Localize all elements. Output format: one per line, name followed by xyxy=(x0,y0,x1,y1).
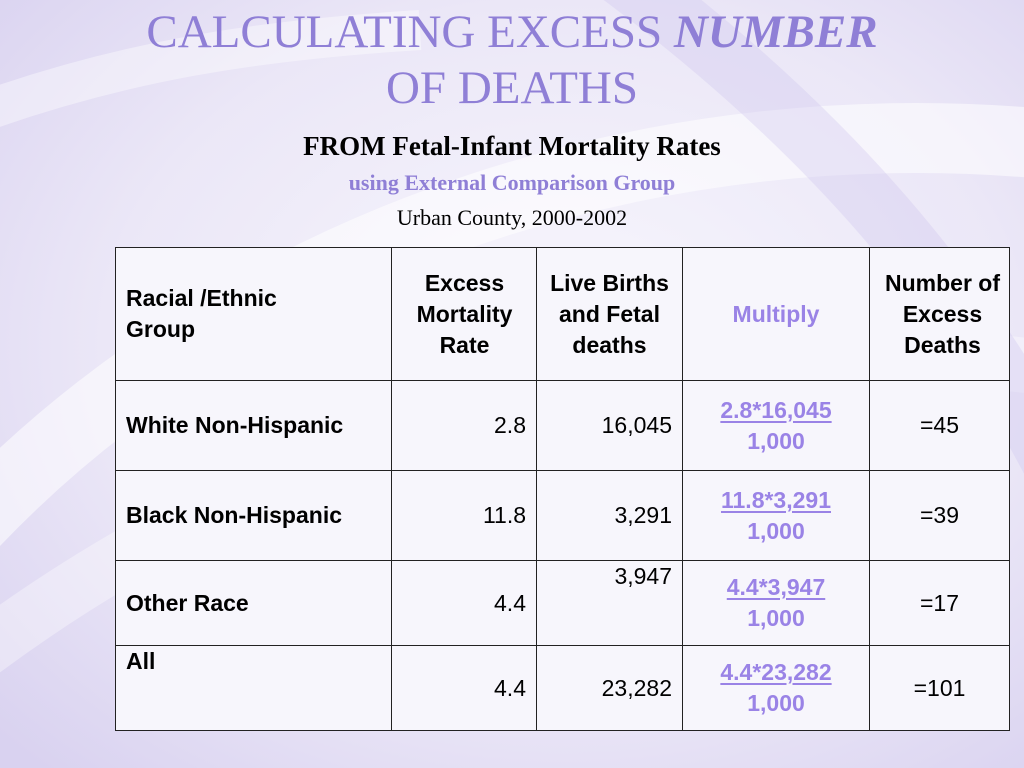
header-births-label: Live Births and Fetal deaths xyxy=(550,269,669,358)
header-group: Racial /Ethnic Group xyxy=(115,247,392,381)
table-row: White Non-Hispanic 2.8 16,045 2.8*16,045… xyxy=(115,380,1010,471)
row-excess-cell: =39 xyxy=(869,470,1010,561)
row-births-cell: 3,947 xyxy=(536,560,683,646)
row-group-cell: Black Non-Hispanic xyxy=(115,470,392,561)
table-header-row: Racial /Ethnic Group Excess Mortality Ra… xyxy=(115,247,1010,381)
header-multiply-label: Multiply xyxy=(732,300,820,327)
row-multiply-cell: 4.4*3,947 1,000 xyxy=(682,560,870,646)
header-number-label: Number of Excess Deaths xyxy=(885,269,1000,358)
formula-denominator: 1,000 xyxy=(747,690,805,716)
row-group-cell: All xyxy=(115,645,392,731)
formula-numerator: 4.4*3,947 xyxy=(726,574,826,600)
formula-denominator: 1,000 xyxy=(747,427,805,454)
row-births-cell: 23,282 xyxy=(536,645,683,731)
formula-numerator: 4.4*23,282 xyxy=(720,659,832,685)
slide-subtitle: FROM Fetal-Infant Mortality Rates xyxy=(303,131,721,161)
row-multiply-cell: 11.8*3,291 1,000 xyxy=(682,470,870,561)
row-group-cell: White Non-Hispanic xyxy=(115,380,392,471)
formula-denominator: 1,000 xyxy=(747,517,805,544)
multiply-formula: 4.4*23,282 1,000 xyxy=(720,657,831,719)
row-births-cell: 16,045 xyxy=(536,380,683,471)
multiply-formula: 2.8*16,045 1,000 xyxy=(720,395,831,457)
row-rate-cell: 11.8 xyxy=(391,470,537,561)
row-multiply-cell: 4.4*23,282 1,000 xyxy=(682,645,870,731)
row-births-cell: 3,291 xyxy=(536,470,683,561)
row-rate-cell: 4.4 xyxy=(391,645,537,731)
title-emphasis: NUMBER xyxy=(673,6,878,58)
header-number: Number of Excess Deaths xyxy=(869,247,1010,381)
slide-subtitle-location: Urban County, 2000-2002 xyxy=(396,205,628,230)
row-excess-cell: =101 xyxy=(869,645,1010,731)
multiply-formula: 11.8*3,291 1,000 xyxy=(721,485,831,547)
row-group-cell: Other Race xyxy=(115,560,392,646)
multiply-formula: 4.4*3,947 1,000 xyxy=(727,572,825,634)
formula-denominator: 1,000 xyxy=(747,605,805,631)
header-births: Live Births and Fetal deaths xyxy=(536,247,683,381)
table-row: Other Race 4.4 3,947 4.4*3,947 1,000 =17 xyxy=(115,560,1010,646)
header-group-label: Racial /Ethnic Group xyxy=(126,285,277,342)
row-excess-cell: =17 xyxy=(869,560,1010,646)
header-rate: Excess Mortality Rate xyxy=(391,247,537,381)
row-multiply-cell: 2.8*16,045 1,000 xyxy=(682,380,870,471)
formula-numerator: 11.8*3,291 xyxy=(720,486,831,513)
title-line1: CALCULATING EXCESS xyxy=(146,6,663,58)
row-excess-cell: =45 xyxy=(869,380,1010,471)
header-rate-label: Excess Mortality Rate xyxy=(416,269,513,358)
formula-numerator: 2.8*16,045 xyxy=(720,396,832,423)
table-row: Black Non-Hispanic 11.8 3,291 11.8*3,291… xyxy=(115,470,1010,561)
row-rate-cell: 2.8 xyxy=(391,380,537,471)
title-line2: OF DEATHS xyxy=(385,62,638,114)
slide-title: CALCULATING EXCESS NUMBER OF DEATHS xyxy=(0,4,1024,116)
excess-deaths-table: Racial /Ethnic Group Excess Mortality Ra… xyxy=(115,247,1010,731)
slide-subtitle-comparison: using External Comparison Group xyxy=(348,170,676,195)
row-rate-cell: 4.4 xyxy=(391,560,537,646)
table-row: All 4.4 23,282 4.4*23,282 1,000 =101 xyxy=(115,645,1010,731)
header-multiply: Multiply xyxy=(682,247,870,381)
